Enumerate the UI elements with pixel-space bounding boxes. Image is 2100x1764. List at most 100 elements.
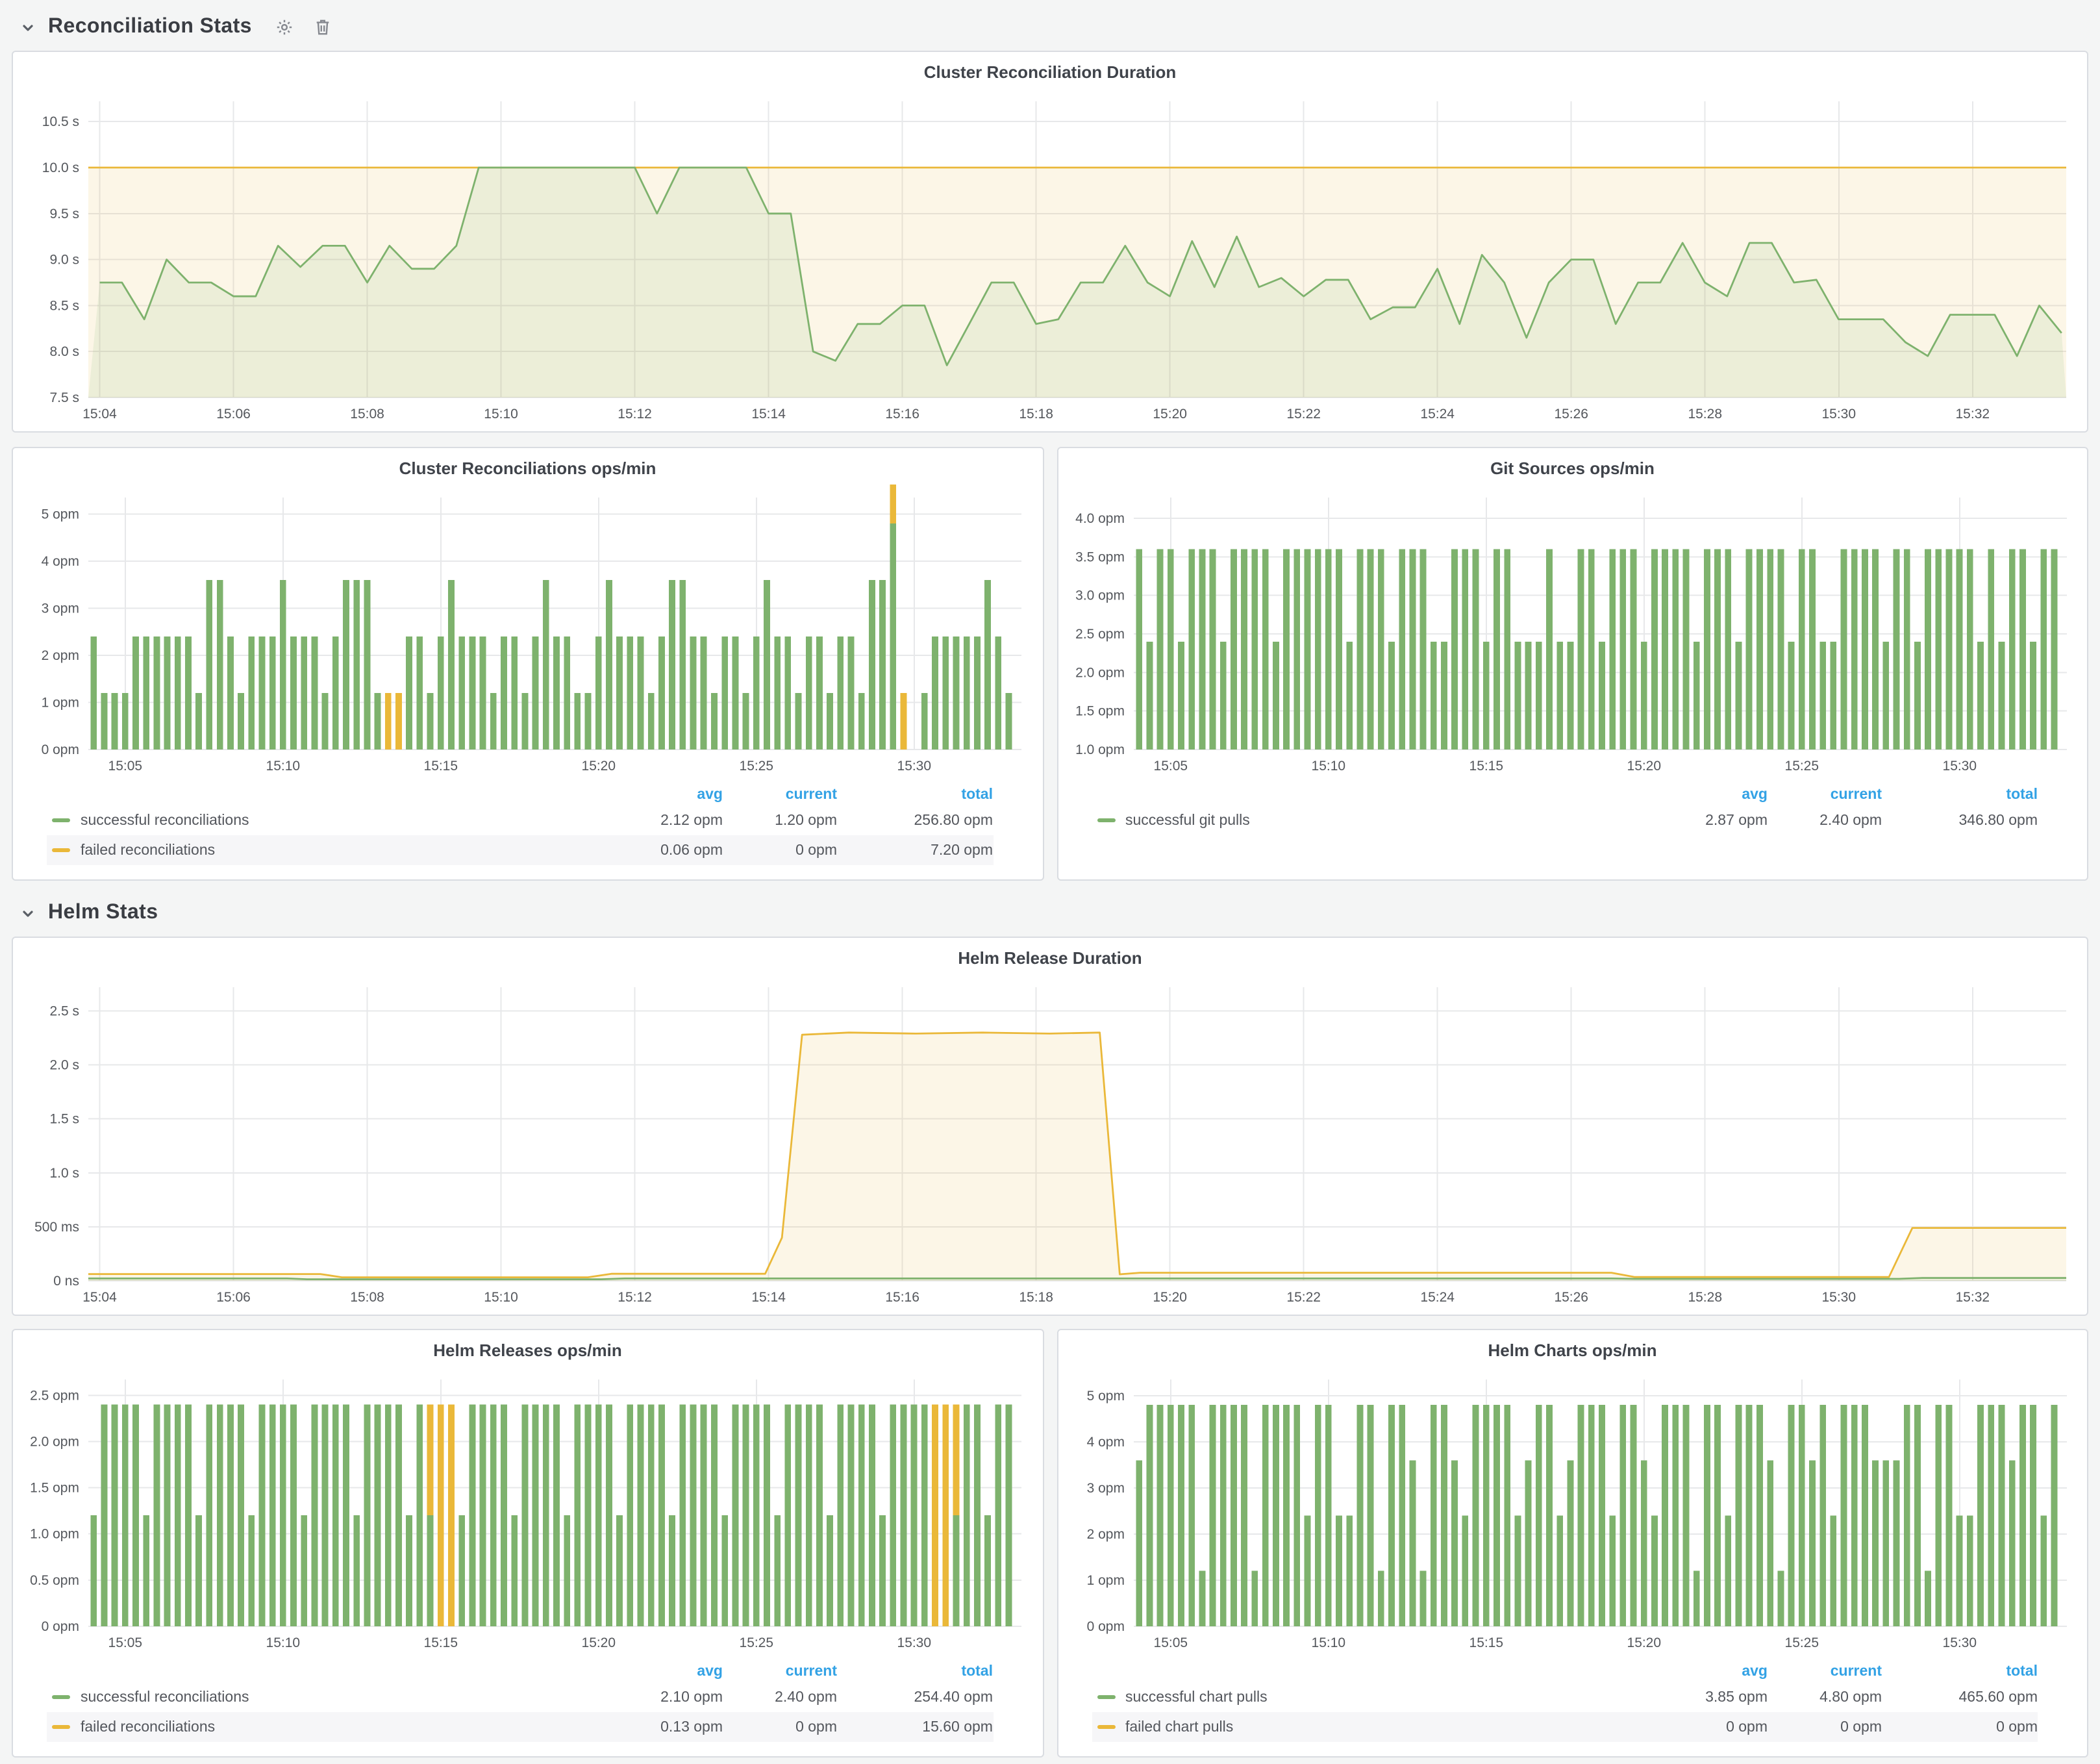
y-tick-label: 5 opm xyxy=(42,507,79,522)
y-tick-label: 4 opm xyxy=(42,554,79,569)
y-tick-label: 10.5 s xyxy=(42,114,79,129)
y-tick-label: 0.5 opm xyxy=(30,1573,79,1588)
x-tick-label: 15:15 xyxy=(424,1635,458,1650)
y-tick-label: 3.5 opm xyxy=(1075,549,1124,564)
y-tick-label: 1.5 s xyxy=(49,1112,79,1127)
section-header-helm-stats: Helm Stats xyxy=(0,881,2100,937)
legend-series-label[interactable]: failed chart pulls xyxy=(1125,1719,1233,1735)
panel-title[interactable]: Git Sources ops/min xyxy=(1068,453,2077,485)
x-tick-label: 15:25 xyxy=(1784,759,1818,774)
x-tick-label: 15:30 xyxy=(1821,1290,1856,1305)
section-title[interactable]: Helm Stats xyxy=(48,901,158,925)
legend-swatch-icon xyxy=(52,1725,70,1729)
gear-icon[interactable] xyxy=(275,18,294,36)
legend-header-avg[interactable]: avg xyxy=(1653,787,1768,802)
panel-cluster-reconciliations-opm: Cluster Reconciliations ops/min 0 opm 1 o… xyxy=(12,447,1044,881)
x-tick-label: 15:20 xyxy=(1627,759,1660,774)
legend-series-label[interactable]: successful chart pulls xyxy=(1125,1689,1268,1705)
y-tick-label: 1.0 opm xyxy=(30,1527,79,1542)
x-tick-label: 15:18 xyxy=(1019,407,1053,422)
x-tick-label: 15:14 xyxy=(751,1290,786,1305)
chevron-down-icon[interactable] xyxy=(21,20,35,34)
legend-series-label[interactable]: successful git pulls xyxy=(1125,813,1250,828)
legend-header-current[interactable]: current xyxy=(1768,787,1882,802)
legend-series-label[interactable]: failed reconciliations xyxy=(81,1719,215,1735)
y-tick-label: 1.5 opm xyxy=(30,1481,79,1496)
panel-helm-charts-opm: Helm Charts ops/min 0 opm1 opm2 opm3 opm… xyxy=(1056,1329,2088,1758)
y-tick-label: 10.0 s xyxy=(42,160,79,175)
legend-series-label[interactable]: successful reconciliations xyxy=(81,813,249,828)
legend-swatch-icon xyxy=(52,818,70,822)
y-tick-label: 3.0 opm xyxy=(1075,588,1124,603)
legend-stat-current: 2.40 opm xyxy=(723,1689,837,1705)
legend: avgcurrenttotal successful reconciliation… xyxy=(47,1660,993,1742)
y-tick-label: 2.5 opm xyxy=(1075,627,1124,642)
legend-row: failed chart pulls0 opm0 opm0 opm xyxy=(1092,1712,2038,1742)
legend-header-current[interactable]: current xyxy=(1768,1663,1882,1679)
legend-row: successful git pulls2.87 opm2.40 opm346.… xyxy=(1092,805,2038,835)
y-tick-label: 3 opm xyxy=(1086,1481,1124,1496)
y-tick-label: 4 opm xyxy=(1086,1435,1124,1450)
x-tick-label: 15:10 xyxy=(484,1290,518,1305)
x-tick-label: 15:06 xyxy=(216,407,251,422)
panel-title[interactable]: Helm Release Duration xyxy=(23,943,2077,974)
legend-header-avg[interactable]: avg xyxy=(608,1663,723,1679)
git-sources-opm-chart[interactable]: 1.0 opm1.5 opm2.0 opm2.5 opm3.0 opm3.5 o… xyxy=(1068,485,2077,778)
x-tick-label: 15:22 xyxy=(1286,407,1321,422)
x-tick-label: 15:10 xyxy=(1311,759,1345,774)
panel-title[interactable]: Helm Charts ops/min xyxy=(1068,1335,2077,1367)
legend-header-total[interactable]: total xyxy=(1882,787,2038,802)
x-tick-label: 15:05 xyxy=(1153,1635,1187,1650)
y-tick-label: 9.5 s xyxy=(49,207,79,221)
x-tick-label: 15:30 xyxy=(1821,407,1856,422)
y-tick-label: 1.0 s xyxy=(49,1166,79,1181)
y-tick-label: 3 opm xyxy=(42,601,79,616)
x-tick-label: 15:15 xyxy=(424,759,458,774)
legend: avgcurrenttotal successful git pulls2.87 … xyxy=(1092,783,2038,835)
y-tick-label: 1 opm xyxy=(42,695,79,710)
x-tick-label: 15:20 xyxy=(582,1635,616,1650)
legend-header-current[interactable]: current xyxy=(723,787,837,802)
x-tick-label: 15:18 xyxy=(1019,1290,1053,1305)
legend-series-label[interactable]: failed reconciliations xyxy=(81,842,215,858)
legend-swatch-icon xyxy=(1097,1695,1115,1699)
cluster-reconciliations-opm-chart[interactable]: 0 opm1 opm2 opm3 opm4 opm5 opm15:0515:10… xyxy=(23,485,1032,778)
legend-header-current[interactable]: current xyxy=(723,1663,837,1679)
legend-stat-total: 7.20 opm xyxy=(837,842,993,858)
cluster-reconciliation-duration-chart[interactable]: 7.5 s8.0 s8.5 s9.0 s9.5 s10.0 s10.5 s15:… xyxy=(23,88,2077,426)
legend: avgcurrenttotal successful reconciliation… xyxy=(47,783,993,865)
legend-stat-total: 465.60 opm xyxy=(1882,1689,2038,1705)
legend-header-avg[interactable]: avg xyxy=(608,787,723,802)
x-tick-label: 15:30 xyxy=(1942,1635,1976,1650)
legend-swatch-icon xyxy=(1097,818,1115,822)
x-tick-label: 15:06 xyxy=(216,1290,251,1305)
x-tick-label: 15:14 xyxy=(751,407,786,422)
legend-stat-current: 2.40 opm xyxy=(1768,813,1882,828)
helm-releases-opm-chart[interactable]: 0 opm0.5 opm1.0 opm1.5 opm2.0 opm2.5 opm… xyxy=(23,1367,1032,1655)
section-title[interactable]: Reconciliation Stats xyxy=(48,16,252,39)
panel-title[interactable]: Helm Releases ops/min xyxy=(23,1335,1032,1367)
x-tick-label: 15:32 xyxy=(1956,1290,1990,1305)
legend-stat-current: 0 opm xyxy=(723,842,837,858)
legend-stat-avg: 0.13 opm xyxy=(608,1719,723,1735)
trash-icon[interactable] xyxy=(314,18,331,36)
y-tick-label: 8.5 s xyxy=(49,298,79,313)
legend-header-total[interactable]: total xyxy=(837,787,993,802)
helm-charts-opm-chart[interactable]: 0 opm1 opm2 opm3 opm4 opm5 opm15:0515:10… xyxy=(1068,1367,2077,1655)
legend-stat-current: 4.80 opm xyxy=(1768,1689,1882,1705)
chevron-down-icon[interactable] xyxy=(21,906,35,920)
panel-title[interactable]: Cluster Reconciliation Duration xyxy=(23,57,2077,88)
x-tick-label: 15:20 xyxy=(1153,1290,1187,1305)
panel-title[interactable]: Cluster Reconciliations ops/min xyxy=(23,453,1032,485)
x-tick-label: 15:20 xyxy=(1153,407,1187,422)
x-tick-label: 15:04 xyxy=(82,1290,117,1305)
legend-header-total[interactable]: total xyxy=(837,1663,993,1679)
y-tick-label: 2.0 opm xyxy=(1075,665,1124,680)
legend-header-avg[interactable]: avg xyxy=(1653,1663,1768,1679)
y-tick-label: 8.0 s xyxy=(49,344,79,359)
helm-release-duration-chart[interactable]: 0 ns500 ms1.0 s1.5 s2.0 s2.5 s15:0415:06… xyxy=(23,974,2077,1309)
legend-series-label[interactable]: successful reconciliations xyxy=(81,1689,249,1705)
legend-stat-avg: 2.10 opm xyxy=(608,1689,723,1705)
legend-swatch-icon xyxy=(52,1695,70,1699)
legend-header-total[interactable]: total xyxy=(1882,1663,2038,1679)
